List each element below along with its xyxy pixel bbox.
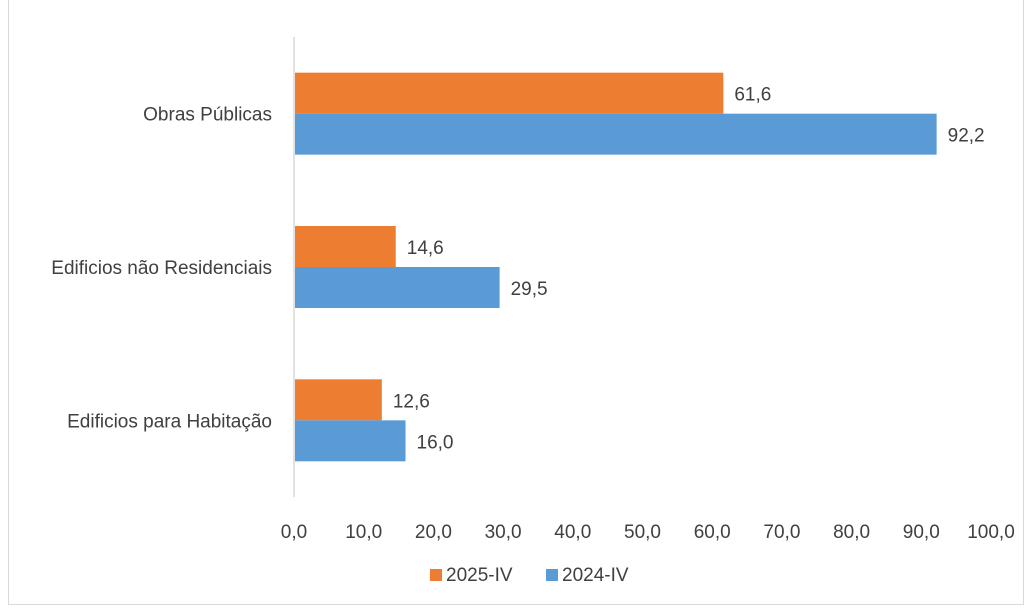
- x-tick-label: 20,0: [415, 522, 452, 543]
- data-label: 92,2: [948, 126, 985, 147]
- x-tick-label: 80,0: [833, 522, 870, 543]
- chart-frame: [8, 0, 1024, 605]
- x-tick-label: 0,0: [281, 522, 307, 543]
- legend-swatch: [430, 569, 442, 581]
- x-tick-label: 40,0: [554, 522, 591, 543]
- category-label: Edificios para Habitação: [67, 411, 272, 432]
- data-label: 29,5: [511, 279, 548, 300]
- x-tick-label: 50,0: [624, 522, 661, 543]
- x-tick-label: 70,0: [763, 522, 800, 543]
- bar: [295, 267, 500, 308]
- legend-label: 2025-IV: [446, 565, 513, 586]
- x-tick-label: 100,0: [967, 522, 1015, 543]
- bar: [295, 226, 396, 267]
- x-tick-label: 30,0: [485, 522, 522, 543]
- legend-label: 2024-IV: [562, 565, 629, 586]
- data-label: 14,6: [407, 238, 444, 259]
- data-label: 16,0: [417, 432, 454, 453]
- x-tick-label: 60,0: [694, 522, 731, 543]
- bar: [295, 113, 937, 155]
- bar: [295, 420, 406, 462]
- legend-swatch: [546, 569, 558, 581]
- x-tick-label: 90,0: [903, 522, 940, 543]
- category-label: Obras Públicas: [143, 105, 272, 126]
- bar: [295, 72, 724, 114]
- bar: [295, 379, 382, 421]
- category-label: Edificios não Residenciais: [51, 258, 272, 279]
- x-tick-label: 10,0: [345, 522, 382, 543]
- data-label: 61,6: [734, 85, 771, 106]
- data-label: 12,6: [393, 391, 430, 412]
